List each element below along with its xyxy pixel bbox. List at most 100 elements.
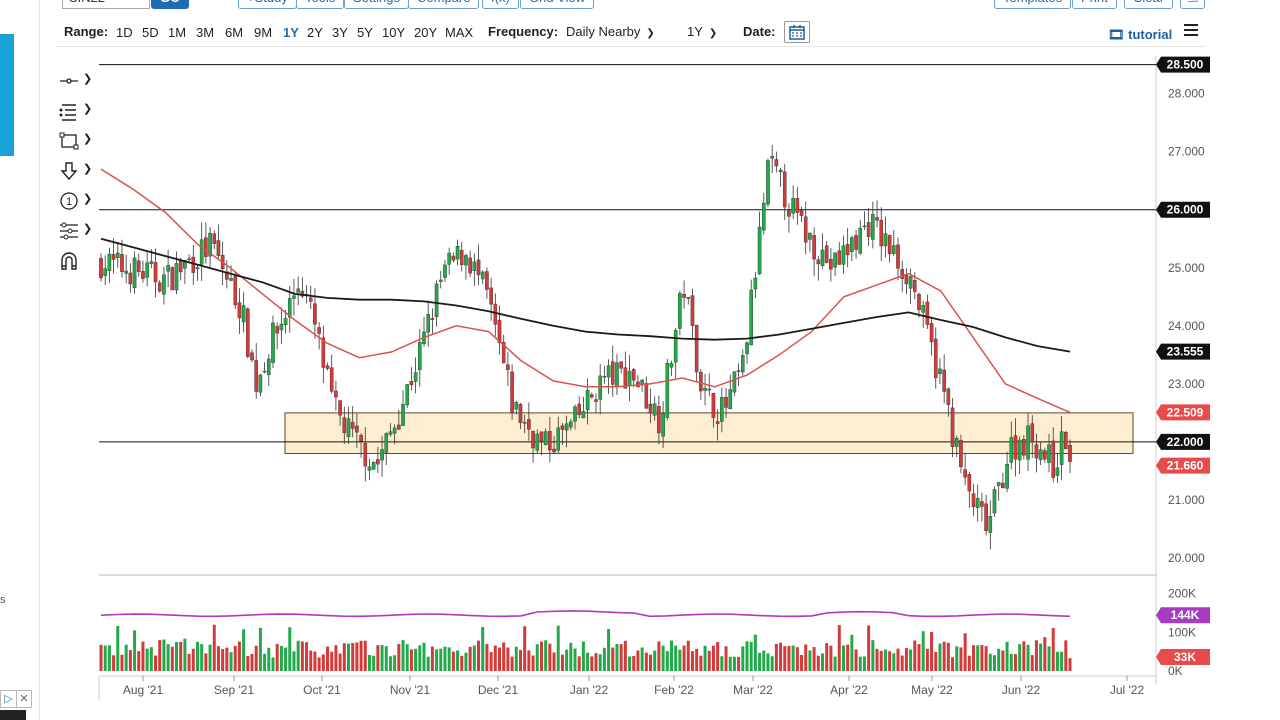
symbol-input[interactable]: SIN22 <box>62 0 150 9</box>
compare-button[interactable]: Compare <box>408 0 480 9</box>
volume-bar <box>120 654 124 671</box>
candle <box>648 388 653 424</box>
volume-bar <box>1022 641 1026 671</box>
range-1y[interactable]: 1Y <box>283 25 299 40</box>
range-9m[interactable]: 9M <box>254 25 273 40</box>
volume-bar <box>464 652 468 671</box>
candle <box>522 414 527 434</box>
grid-view-button[interactable]: Grid View <box>520 0 595 9</box>
range-max[interactable]: MAX <box>445 25 474 40</box>
candle <box>157 280 162 293</box>
candle-body <box>1043 450 1047 460</box>
date-axis: Aug '21 Sep '21 Oct '21 Nov '21 Dec '21 Jan '… <box>123 676 1144 697</box>
candle-body <box>543 431 548 445</box>
candle <box>770 144 774 173</box>
calendar-button[interactable] <box>784 21 810 43</box>
lines-tool[interactable]: ❯ <box>56 96 96 126</box>
volume-bar <box>636 650 640 671</box>
candle-body <box>271 322 275 363</box>
candle <box>942 354 946 404</box>
candle <box>984 494 988 536</box>
volume-bar <box>355 642 359 671</box>
ad-choices[interactable]: ▷ ✕ <box>0 690 32 708</box>
tools-button[interactable]: Tools <box>296 0 345 9</box>
candle <box>162 266 166 305</box>
candle-body <box>157 282 162 292</box>
candle <box>308 285 313 309</box>
candle <box>623 351 628 389</box>
chart-frame <box>98 56 1157 700</box>
candle <box>371 461 376 470</box>
frequency-dropdown[interactable]: Daily Nearby ❯ <box>566 24 655 39</box>
candle-body <box>585 390 590 411</box>
range-3y[interactable]: 3Y <box>332 25 348 40</box>
go-button[interactable]: GO <box>151 0 190 9</box>
y-tick-label: 23.000 <box>1168 377 1205 391</box>
volume-bar <box>204 653 208 671</box>
menu-icon[interactable] <box>1184 24 1198 38</box>
range-10y[interactable]: 10Y <box>382 25 406 40</box>
period-dropdown[interactable]: 1Y ❯ <box>687 24 717 39</box>
crosshair-tool[interactable]: ❯ <box>56 66 96 96</box>
range-6m[interactable]: 6M <box>225 25 244 40</box>
clear-button[interactable]: Clear <box>1124 0 1174 9</box>
candle <box>564 415 569 448</box>
range-2y[interactable]: 2Y <box>307 25 323 40</box>
candle <box>757 211 762 275</box>
candle <box>736 363 741 387</box>
ma-fast-badge-label: 22.509 <box>1167 405 1204 419</box>
date-label: Date: <box>743 24 776 39</box>
candle <box>271 315 275 369</box>
arrow-tool[interactable]: ❯ <box>56 156 96 186</box>
volume-bar <box>321 654 325 671</box>
range-3m[interactable]: 3M <box>196 25 215 40</box>
volume-bar <box>611 647 615 671</box>
fibonacci-tool[interactable]: ❯ <box>56 216 96 246</box>
range-5y[interactable]: 5Y <box>357 25 373 40</box>
candle <box>388 423 393 437</box>
volume-tick-label: 200K <box>1168 587 1196 601</box>
ad-info-icon[interactable]: ▷ <box>4 693 13 705</box>
range-5d[interactable]: 5D <box>142 25 159 40</box>
last-price-badge: 21.660 <box>1156 457 1210 474</box>
annotation-tool[interactable]: 1 ❯ <box>56 186 96 216</box>
fullscreen-button[interactable]: ⇲ <box>1180 0 1205 9</box>
volume-bar <box>342 643 346 671</box>
film-icon: 🎞 <box>1108 27 1125 42</box>
range-1d[interactable]: 1D <box>116 25 133 40</box>
candle-body <box>598 375 602 400</box>
tutorial-link[interactable]: 🎞 tutorial <box>1108 27 1172 43</box>
candle-body <box>640 379 644 385</box>
volume-bar <box>653 650 657 671</box>
candle <box>518 402 523 430</box>
range-20y[interactable]: 20Y <box>414 25 438 40</box>
candle-body <box>115 252 120 259</box>
range-1m[interactable]: 1M <box>168 25 187 40</box>
volume-bar <box>800 654 804 671</box>
volume-bar <box>669 640 673 671</box>
candle-body <box>820 249 825 267</box>
rectangle-tool[interactable]: ❯ <box>56 126 96 156</box>
x-tick-label: Jan '22 <box>570 683 609 697</box>
candle-body <box>745 342 749 355</box>
templates-button[interactable]: Templates <box>994 0 1072 9</box>
annotation-icon: 1 <box>60 192 78 210</box>
magnet-tool[interactable] <box>56 246 96 276</box>
candle <box>296 276 300 306</box>
ad-close-icon[interactable]: ✕ <box>16 691 31 707</box>
candle <box>350 406 355 438</box>
volume-bar <box>225 647 229 671</box>
volume-bar <box>1060 651 1064 671</box>
x-tick-label: Oct '21 <box>303 683 341 697</box>
print-button[interactable]: Print <box>1072 0 1117 9</box>
candle <box>829 248 833 282</box>
fx-button[interactable]: f(x) <box>482 0 519 9</box>
level-badge: 22.000 <box>1156 433 1210 450</box>
side-tab[interactable] <box>0 34 14 156</box>
volume-bar <box>728 656 732 671</box>
volume-bar <box>317 657 321 671</box>
candle-body <box>715 421 720 424</box>
candle <box>438 270 443 289</box>
candle-body <box>468 257 472 274</box>
